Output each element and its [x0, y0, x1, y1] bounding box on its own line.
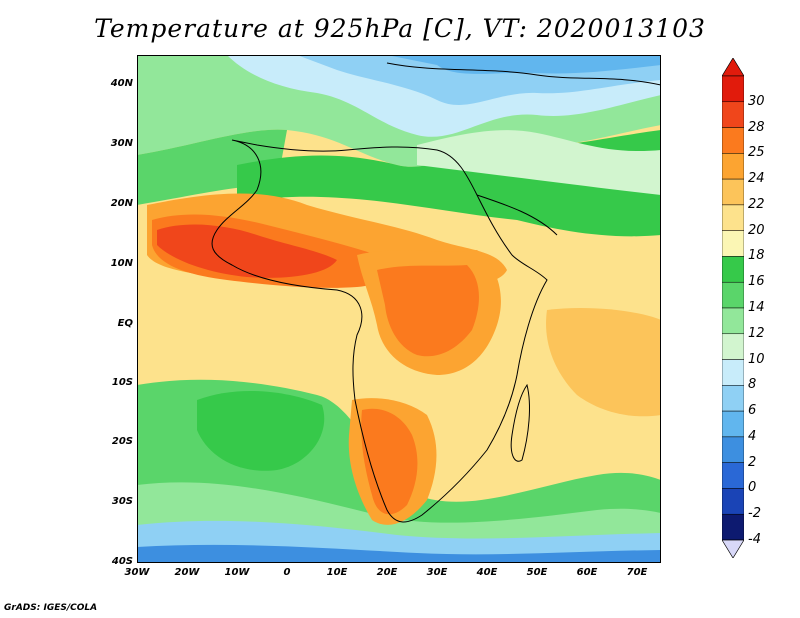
- colorbar-segment: [722, 385, 744, 412]
- map-title: Temperature at 925hPa [C], VT: 202001310…: [94, 14, 706, 43]
- lat-tick-20s: 20S: [111, 436, 133, 447]
- field-satlantic-green: [197, 390, 325, 471]
- lon-tick-20w: 20W: [174, 567, 200, 578]
- colorbar-label: 2: [748, 454, 757, 470]
- field-wafrica-veryhot: [157, 224, 337, 278]
- colorbar-label: 0: [748, 480, 757, 496]
- lat-tick-20n: 20N: [110, 198, 133, 209]
- lat-tick-eq: EQ: [117, 318, 133, 329]
- colorbar-label: 4: [748, 428, 757, 444]
- colorbar-segment: [722, 488, 744, 515]
- colorbar-label: 12: [748, 325, 765, 341]
- lon-tick-40e: 40E: [476, 567, 498, 578]
- lon-tick-70e: 70E: [626, 567, 648, 578]
- lon-tick-0: 0: [283, 567, 291, 578]
- lat-tick-30n: 30N: [110, 138, 133, 149]
- colorbar-segment: [722, 204, 744, 231]
- colorbar-label: 16: [748, 274, 765, 290]
- colorbar-segment: [722, 281, 744, 309]
- colorbar-label: 10: [748, 351, 765, 367]
- field-cafrica-hot: [377, 265, 479, 357]
- colorbar-segment: [722, 101, 744, 128]
- colorbar-segment: [722, 230, 744, 257]
- colorbar-segment: [722, 127, 744, 154]
- lon-tick-50e: 50E: [526, 567, 548, 578]
- colorbar-segment: [722, 153, 744, 180]
- lat-tick-10n: 10N: [110, 258, 133, 269]
- colorbar-segment: [722, 178, 744, 206]
- field-egypt-pale: [417, 130, 661, 195]
- colorbar-segment: [722, 256, 744, 283]
- lon-tick-20e: 20E: [376, 567, 398, 578]
- colorbar-label: 24: [748, 171, 765, 187]
- lon-tick-30w: 30W: [124, 567, 150, 578]
- colorbar-segment: [722, 359, 744, 386]
- field-safrica-hot: [361, 408, 418, 515]
- colorbar-label: 6: [748, 403, 757, 419]
- colorbar-label: 28: [748, 119, 765, 135]
- colorbar-label: 8: [748, 377, 757, 393]
- grads-credit: GrADS: IGES/COLA: [4, 603, 98, 613]
- mediterranean-coast: [386, 62, 661, 86]
- colorbar-label: -2: [748, 506, 761, 522]
- colorbar-bottom-arrow: [722, 539, 744, 558]
- field-indian-warm: [546, 308, 661, 417]
- colorbar-segment: [722, 410, 744, 438]
- map-canvas: [137, 55, 661, 563]
- colorbar-segment: [722, 75, 744, 103]
- africa-coastline: [211, 139, 548, 523]
- colorbar-label: 22: [748, 196, 765, 212]
- lon-tick-10e: 10E: [326, 567, 348, 578]
- colorbar-segment: [722, 333, 744, 360]
- lon-tick-60e: 60E: [576, 567, 598, 578]
- colorbar-top-arrow: [722, 58, 744, 77]
- lat-tick-10s: 10S: [111, 377, 133, 388]
- colorbar-segment: [722, 436, 744, 463]
- colorbar: [722, 58, 744, 558]
- colorbar-segment: [722, 307, 744, 335]
- colorbar-segment: [722, 462, 744, 489]
- madagascar-coastline: [510, 383, 530, 462]
- colorbar-label: 20: [748, 222, 765, 238]
- lat-tick-40n: 40N: [110, 78, 133, 89]
- lat-tick-40s: 40S: [111, 556, 133, 567]
- colorbar-label: 30: [748, 93, 765, 109]
- colorbar-label: 14: [748, 300, 765, 315]
- lon-tick-30e: 30E: [426, 567, 448, 578]
- colorbar-segment: [722, 513, 744, 541]
- colorbar-label: -4: [748, 532, 761, 547]
- temperature-map: [137, 55, 661, 563]
- lon-tick-10w: 10W: [224, 567, 250, 578]
- red-sea-coast: [476, 194, 558, 236]
- colorbar-label: 18: [748, 248, 765, 264]
- field-south-darkblue: [137, 544, 661, 563]
- lat-tick-30s: 30S: [111, 496, 133, 507]
- colorbar-label: 25: [748, 145, 765, 161]
